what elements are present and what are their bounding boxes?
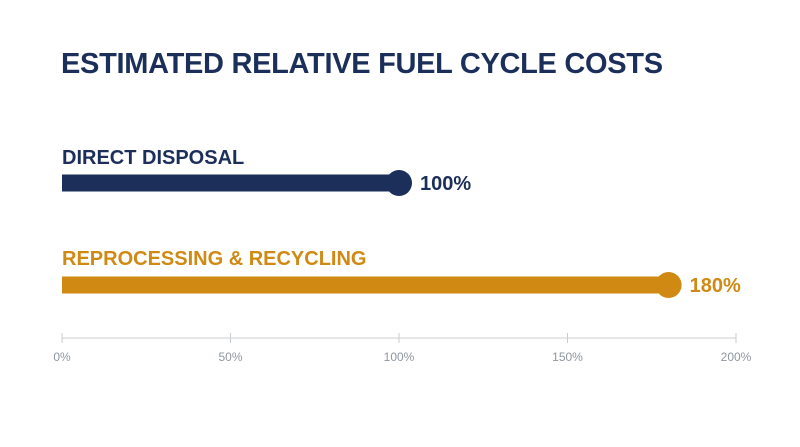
- bar: [62, 174, 399, 192]
- x-tick-label: 50%: [218, 350, 242, 364]
- value-label: 100%: [420, 173, 471, 195]
- chart-title: ESTIMATED RELATIVE FUEL CYCLE COSTS: [61, 48, 663, 80]
- x-tick-label: 0%: [53, 350, 71, 364]
- bar: [62, 276, 669, 294]
- category-label: REPROCESSING & RECYCLING: [62, 248, 366, 270]
- x-tick-label: 150%: [552, 350, 583, 364]
- category-label: DIRECT DISPOSAL: [62, 147, 244, 169]
- value-label: 180%: [690, 275, 741, 297]
- bar-end-marker: [655, 272, 682, 298]
- bar-end-marker: [386, 170, 412, 196]
- x-tick-label: 200%: [721, 350, 752, 364]
- x-tick-label: 100%: [384, 350, 415, 364]
